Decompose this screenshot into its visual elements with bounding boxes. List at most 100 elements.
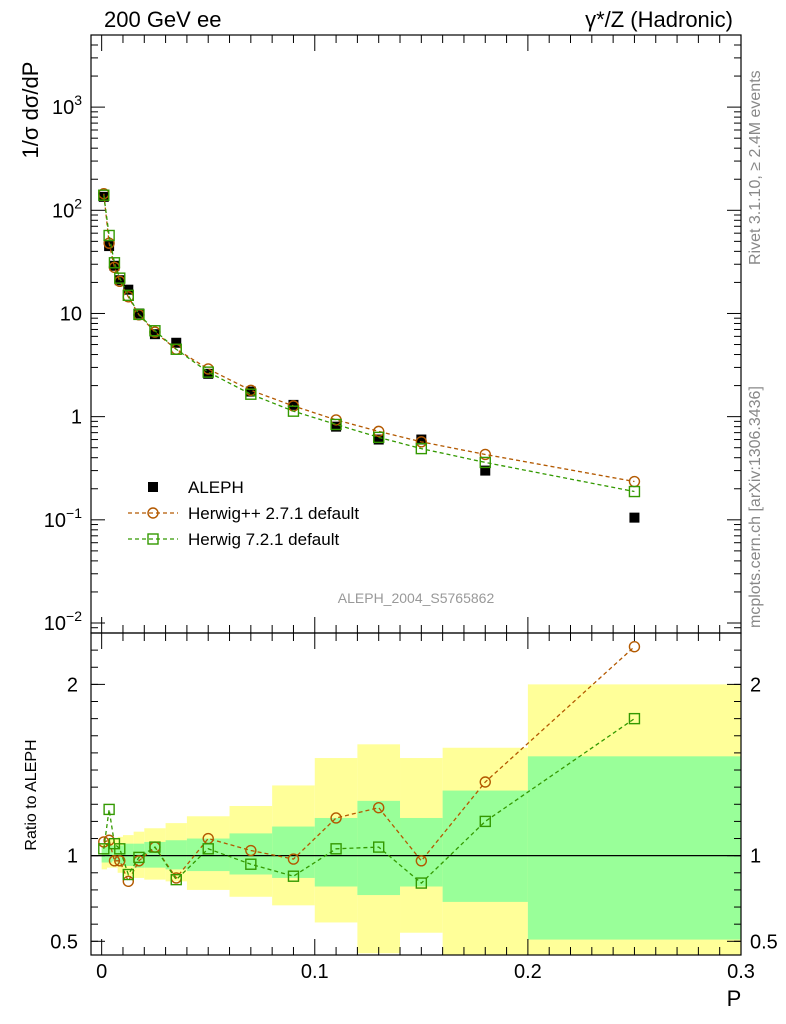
- ratio-y-tick-label-left: 1: [67, 846, 78, 868]
- x-tick-label: 0.1: [301, 961, 329, 983]
- ratio-plot-frame: [90, 632, 742, 956]
- ratio-point-herwig-7-2-1-default: [114, 843, 126, 855]
- main-y-tick-label: 103: [52, 92, 82, 119]
- legend-marker-herwig-2-7-1-default: [147, 507, 159, 519]
- main-y-tick-label: 10−2: [44, 608, 82, 635]
- legend-marker-herwig-7-2-1-default: [147, 533, 159, 545]
- ratio-y-tick-label-left: 0.5: [50, 931, 78, 953]
- ratio-point-herwig-7-2-1-default: [373, 841, 385, 853]
- ratio-plot-panel: 0 0.1 0.2 0.3 0.5 0.5 1 1 2 2: [50, 632, 778, 983]
- ratio-point-herwig-2-7-1-default: [287, 853, 300, 865]
- ratio-point-herwig-7-2-1-default: [202, 843, 214, 855]
- ratio-line-herwig-7-2-1-default: [103, 718, 635, 884]
- uncertainty-band-inner: [122, 843, 134, 866]
- uncertainty-band-inner: [400, 817, 443, 887]
- x-axis-label: P: [727, 986, 742, 1011]
- x-tick-label: 0.2: [514, 961, 542, 983]
- ratio-point-herwig-2-7-1-default: [114, 855, 126, 867]
- main-y-tick-label: 1: [71, 407, 82, 429]
- main-point-herwig-2-7-1-default: [479, 448, 491, 461]
- main-point-herwig-7-2-1-default: [202, 366, 214, 378]
- main-point-aleph: [416, 434, 427, 445]
- main-point-herwig-7-2-1-default: [479, 456, 491, 469]
- main-point-herwig-2-7-1-default: [373, 425, 385, 438]
- ratio-point-herwig-7-2-1-default: [479, 815, 491, 828]
- uncertainty-band-inner: [101, 847, 107, 863]
- main-point-aleph: [114, 275, 125, 286]
- ratio-point-herwig-2-7-1-default: [122, 875, 134, 888]
- main-plot-panel: 10−2 10−1 1 10 102 103: [44, 34, 742, 635]
- rivet-version-label: Rivet 3.1.10, ≥ 2.4M events: [747, 70, 764, 265]
- main-point-aleph: [171, 337, 182, 348]
- main-point-herwig-7-2-1-default: [373, 431, 385, 444]
- x-tick-label: 0: [96, 961, 107, 983]
- ratio-point-herwig-7-2-1-default: [149, 841, 161, 853]
- ratio-point-herwig-2-7-1-default: [415, 855, 428, 867]
- ratio-point-herwig-7-2-1-default: [330, 843, 342, 855]
- uncertainty-band-inner: [314, 817, 358, 887]
- main-y-tick-label: 10: [60, 303, 82, 325]
- main-point-aleph: [373, 434, 384, 445]
- main-point-aleph: [629, 512, 640, 523]
- uncertainty-band-inner: [165, 840, 187, 870]
- main-point-herwig-7-2-1-default: [628, 485, 641, 498]
- main-point-aleph: [245, 386, 256, 397]
- ratio-point-herwig-2-7-1-default: [245, 844, 257, 857]
- ratio-point-herwig-7-2-1-default: [415, 877, 428, 889]
- ratio-y-tick-label-right: 2: [750, 674, 761, 696]
- main-point-herwig-7-2-1-default: [103, 229, 115, 242]
- main-point-herwig-7-2-1-default: [330, 418, 342, 431]
- ratio-point-herwig-7-2-1-default: [245, 858, 257, 870]
- ratio-point-herwig-7-2-1-default: [103, 803, 115, 816]
- ratio-point-herwig-2-7-1-default: [330, 812, 342, 824]
- main-point-herwig-7-2-1-default: [149, 325, 161, 337]
- main-point-aleph: [133, 308, 144, 319]
- main-y-axis-label: 1/σ dσ/dP: [18, 62, 43, 159]
- uncertainty-band-inner: [272, 826, 315, 878]
- legend-label-herwig-2-7-1-default: Herwig++ 2.7.1 default: [188, 504, 359, 523]
- main-point-herwig-7-2-1-default: [415, 442, 428, 455]
- uncertainty-band-inner: [144, 841, 166, 868]
- uncertainty-band-inner: [442, 790, 528, 902]
- main-point-aleph: [331, 421, 342, 432]
- main-point-herwig-7-2-1-default: [122, 289, 134, 302]
- ratio-point-herwig-7-2-1-default: [133, 851, 145, 864]
- header-left-title: 200 GeV ee: [104, 7, 221, 32]
- main-y-tick-label: 102: [52, 195, 82, 222]
- ratio-point-herwig-2-7-1-default: [628, 641, 641, 653]
- main-point-herwig-7-2-1-default: [245, 388, 257, 400]
- analysis-watermark: ALEPH_2004_S5765862: [338, 590, 495, 606]
- mcplots-label: mcplots.cern.ch [arXiv:1306.3436]: [747, 386, 764, 628]
- ratio-y-axis-label: Ratio to ALEPH: [23, 739, 40, 850]
- ratio-y-tick-label-left: 2: [67, 674, 78, 696]
- ratio-line-herwig-2-7-1-default: [103, 646, 635, 883]
- main-point-aleph: [149, 329, 160, 340]
- uncertainty-band-inner: [527, 756, 741, 940]
- main-y-tick-label: 10−1: [44, 505, 82, 532]
- legend-marker-aleph: [148, 482, 158, 492]
- ratio-point-herwig-7-2-1-default: [170, 873, 182, 886]
- main-line-herwig-2-7-1-default: [103, 193, 635, 483]
- legend: ALEPH Herwig++ 2.7.1 default Herwig 7.2.1 …: [128, 478, 359, 549]
- main-point-herwig-7-2-1-default: [133, 308, 145, 321]
- main-point-herwig-7-2-1-default: [114, 272, 126, 284]
- main-point-herwig-7-2-1-default: [287, 405, 300, 417]
- main-line-herwig-7-2-1-default: [103, 195, 635, 493]
- legend-label-aleph: ALEPH: [188, 478, 244, 497]
- main-point-aleph: [480, 465, 491, 476]
- main-point-herwig-7-2-1-default: [170, 343, 182, 355]
- ratio-point-herwig-2-7-1-default: [108, 855, 121, 867]
- main-point-herwig-2-7-1-default: [415, 436, 428, 448]
- uncertainty-band-inner: [106, 845, 113, 863]
- main-point-aleph: [288, 399, 299, 410]
- uncertainty-band-inner: [117, 845, 123, 865]
- ratio-point-herwig-2-7-1-default: [479, 776, 491, 788]
- ratio-point-herwig-7-2-1-default: [628, 712, 641, 725]
- header-right-title: γ*/Z (Hadronic): [585, 7, 733, 32]
- main-point-herwig-7-2-1-default: [98, 189, 110, 201]
- x-tick-label: 0.3: [727, 961, 755, 983]
- ratio-y-tick-label-right: 1: [750, 846, 761, 868]
- ratio-point-herwig-7-2-1-default: [122, 868, 134, 881]
- ratio-point-herwig-2-7-1-default: [373, 802, 385, 814]
